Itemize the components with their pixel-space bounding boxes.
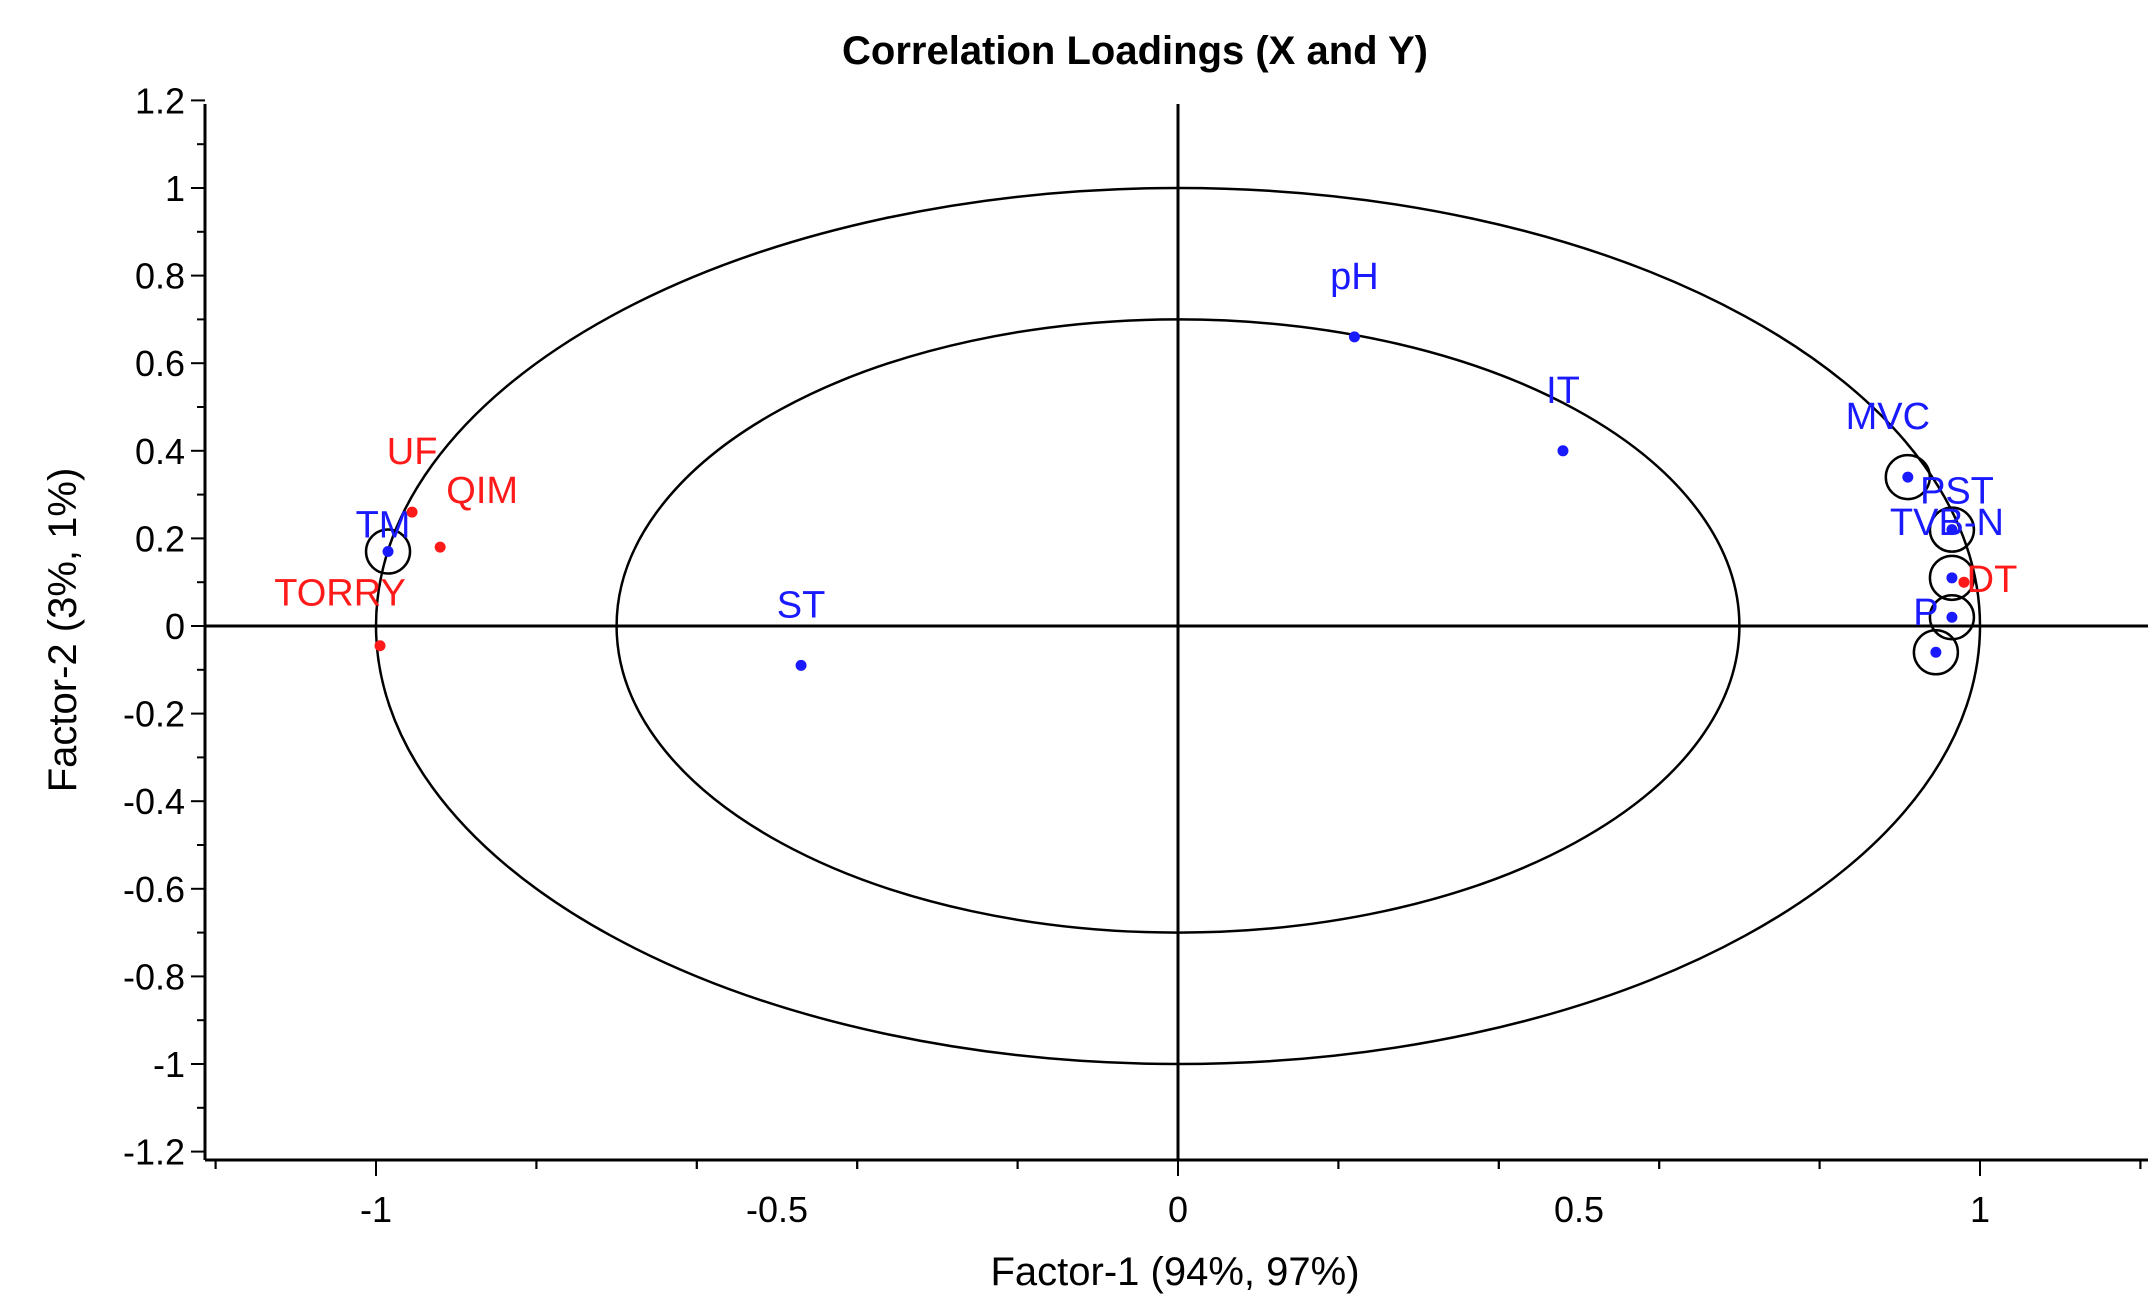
point-label: TORRY [274,573,406,615]
data-point [406,506,418,518]
point-highlight-circle [1912,629,1960,676]
y-tick-label: 0.8 [135,256,185,297]
point-label: TVB-N [1890,502,2004,544]
data-point [795,659,807,671]
y-tick-label: -1 [153,1044,185,1085]
point-highlight-circle [1928,554,1976,602]
data-point [1902,471,1914,483]
y-tick-label: -0.8 [123,956,185,997]
y-tick-label: -1.2 [123,1132,185,1173]
x-tick-label: -1 [360,1189,392,1230]
point-label: PST [1920,471,1994,513]
y-tick-label: 0.6 [135,343,185,384]
y-tick-label: 0 [165,606,185,647]
point-highlight-circle [364,528,412,575]
y-axis-label: Factor-2 (3%, 1%) [41,468,85,793]
data-point [382,546,394,558]
x-tick-label: 0 [1168,1189,1188,1230]
point-label: UF [387,431,438,473]
y-tick-label: -0.2 [123,694,185,735]
data-point [1348,331,1360,343]
x-tick-label: -0.5 [746,1189,808,1230]
inner-ellipse [615,318,1741,934]
point-highlight-circle [1928,593,1976,641]
chart-title: Correlation Loadings (X and Y) [842,29,1428,73]
data-point [1946,611,1958,623]
y-tick-label: 0.4 [135,431,185,472]
data-point [374,640,386,652]
point-highlight-circle [1884,453,1932,501]
y-tick-label: 1 [165,168,185,209]
y-tick-label: 0.2 [135,518,185,559]
x-axis-label: Factor-1 (94%, 97%) [990,1250,1359,1294]
y-tick-label: -0.6 [123,869,185,910]
data-point [1946,524,1958,536]
data-point [434,541,446,553]
outer-ellipse [374,186,1982,1066]
point-label: IT [1546,370,1580,412]
y-tick-label: 1.2 [135,80,185,121]
data-point [1946,572,1958,584]
data-point [1930,646,1942,658]
point-label: pH [1330,256,1379,298]
x-tick-label: 1 [1970,1189,1990,1230]
data-point [1557,445,1569,457]
plot-area: 1.2 1 0.8 0.6 0.4 0.2 0 -0.2 -0.4 -0.6 -0.8 -1 -1.2 -… [123,80,2148,1230]
point-label: DT [1967,559,2018,601]
data-point [1958,576,1970,588]
point-highlight-circle [1928,506,1976,553]
point-label: QIM [446,470,518,512]
point-label: MVC [1846,396,1930,438]
point-label: TM [356,505,411,547]
y-tick-label: -0.4 [123,781,185,822]
x-tick-label: 0.5 [1554,1189,1604,1230]
point-label: P [1913,592,1938,634]
point-label: ST [777,584,826,626]
